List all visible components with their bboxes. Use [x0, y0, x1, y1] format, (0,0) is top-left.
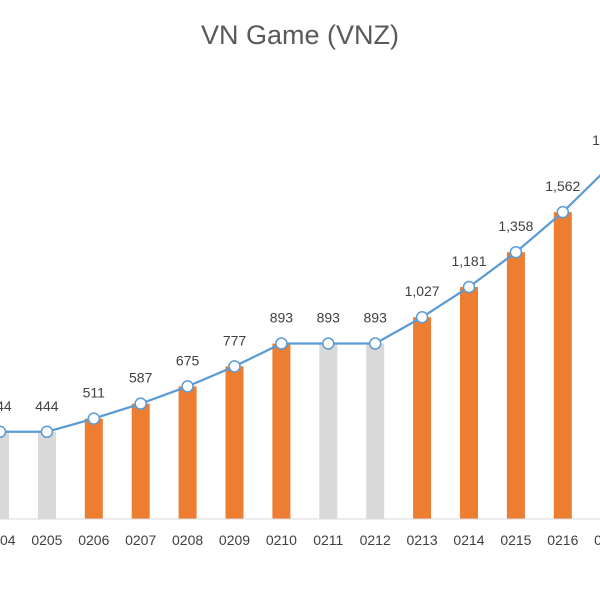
line-marker-0213 — [415, 310, 429, 324]
line-marker-0212 — [368, 337, 382, 350]
bar-0209 — [225, 366, 244, 519]
chart-title: VN Game (VNZ) — [200, 20, 400, 50]
bar-0204 — [0, 431, 9, 519]
x-ticks-group: 0204 0205 0206 0207 0208 0209 0210 0211 0212 0213… — [0, 532, 600, 548]
x-tick-0214: 0214 — [453, 532, 484, 548]
data-label-0216: 1,562 — [545, 178, 580, 194]
bar-0216 — [553, 212, 572, 519]
series-line — [0, 174, 600, 433]
data-label-0217: 1,796 — [592, 132, 600, 148]
x-tick-0216: 0216 — [547, 532, 578, 548]
x-tick-0207: 0207 — [125, 532, 156, 548]
data-label-0208: 675 — [176, 352, 200, 368]
line-marker-0208 — [181, 380, 194, 393]
data-label-0212: 893 — [364, 310, 388, 326]
data-label-0211: 893 — [317, 310, 341, 326]
data-label-0214: 1,181 — [451, 253, 486, 269]
x-tick-0208: 0208 — [172, 532, 203, 548]
bar-0213 — [413, 317, 432, 519]
line-series-group — [0, 174, 600, 439]
data-label-0205: 444 — [35, 398, 59, 414]
bar-0210 — [272, 343, 291, 519]
x-tick-0204: 0204 — [0, 532, 16, 548]
bar-0214 — [460, 286, 478, 519]
line-marker-0215 — [509, 245, 523, 259]
line-marker-0207 — [134, 397, 147, 410]
x-tick-0211: 0211 — [313, 532, 343, 548]
bar-0211 — [319, 343, 338, 519]
data-label-0204: 444 — [0, 398, 12, 414]
x-tick-0215: 0215 — [500, 532, 531, 548]
data-label-0207: 587 — [129, 370, 153, 386]
bar-0207 — [131, 403, 150, 519]
data-label-0215: 1,358 — [498, 218, 533, 234]
line-marker-0209 — [228, 360, 241, 373]
x-tick-0209: 0209 — [219, 532, 250, 548]
x-tick-0212: 0212 — [360, 532, 391, 548]
x-tick-0205: 0205 — [31, 532, 62, 548]
line-marker-0205 — [40, 425, 54, 439]
bar-0205 — [37, 431, 56, 519]
x-tick-0210: 0210 — [266, 532, 297, 548]
x-tick-0213: 0213 — [407, 532, 438, 548]
bar-0212 — [366, 343, 385, 519]
x-tick-0206: 0206 — [78, 532, 109, 548]
bars-group — [0, 212, 572, 519]
data-label-0209: 777 — [223, 332, 247, 348]
data-label-0206: 511 — [83, 385, 106, 401]
bar-0208 — [178, 386, 197, 519]
data-label-0210: 893 — [270, 310, 294, 326]
bar-0206 — [84, 418, 103, 519]
line-marker-0204 — [0, 425, 7, 439]
line-marker-0210 — [275, 337, 288, 350]
line-marker-0216 — [556, 205, 570, 219]
bar-0215 — [506, 252, 525, 519]
data-label-0213: 1,027 — [405, 283, 440, 299]
line-marker-0211 — [322, 337, 335, 350]
line-marker-0206 — [87, 412, 101, 425]
data-labels-group: 444 444 511 587 675 777 893 893 893 1,027 1,181 1,3… — [0, 132, 600, 414]
line-marker-0214 — [462, 280, 476, 294]
x-tick-0217: 0217 — [594, 532, 600, 548]
